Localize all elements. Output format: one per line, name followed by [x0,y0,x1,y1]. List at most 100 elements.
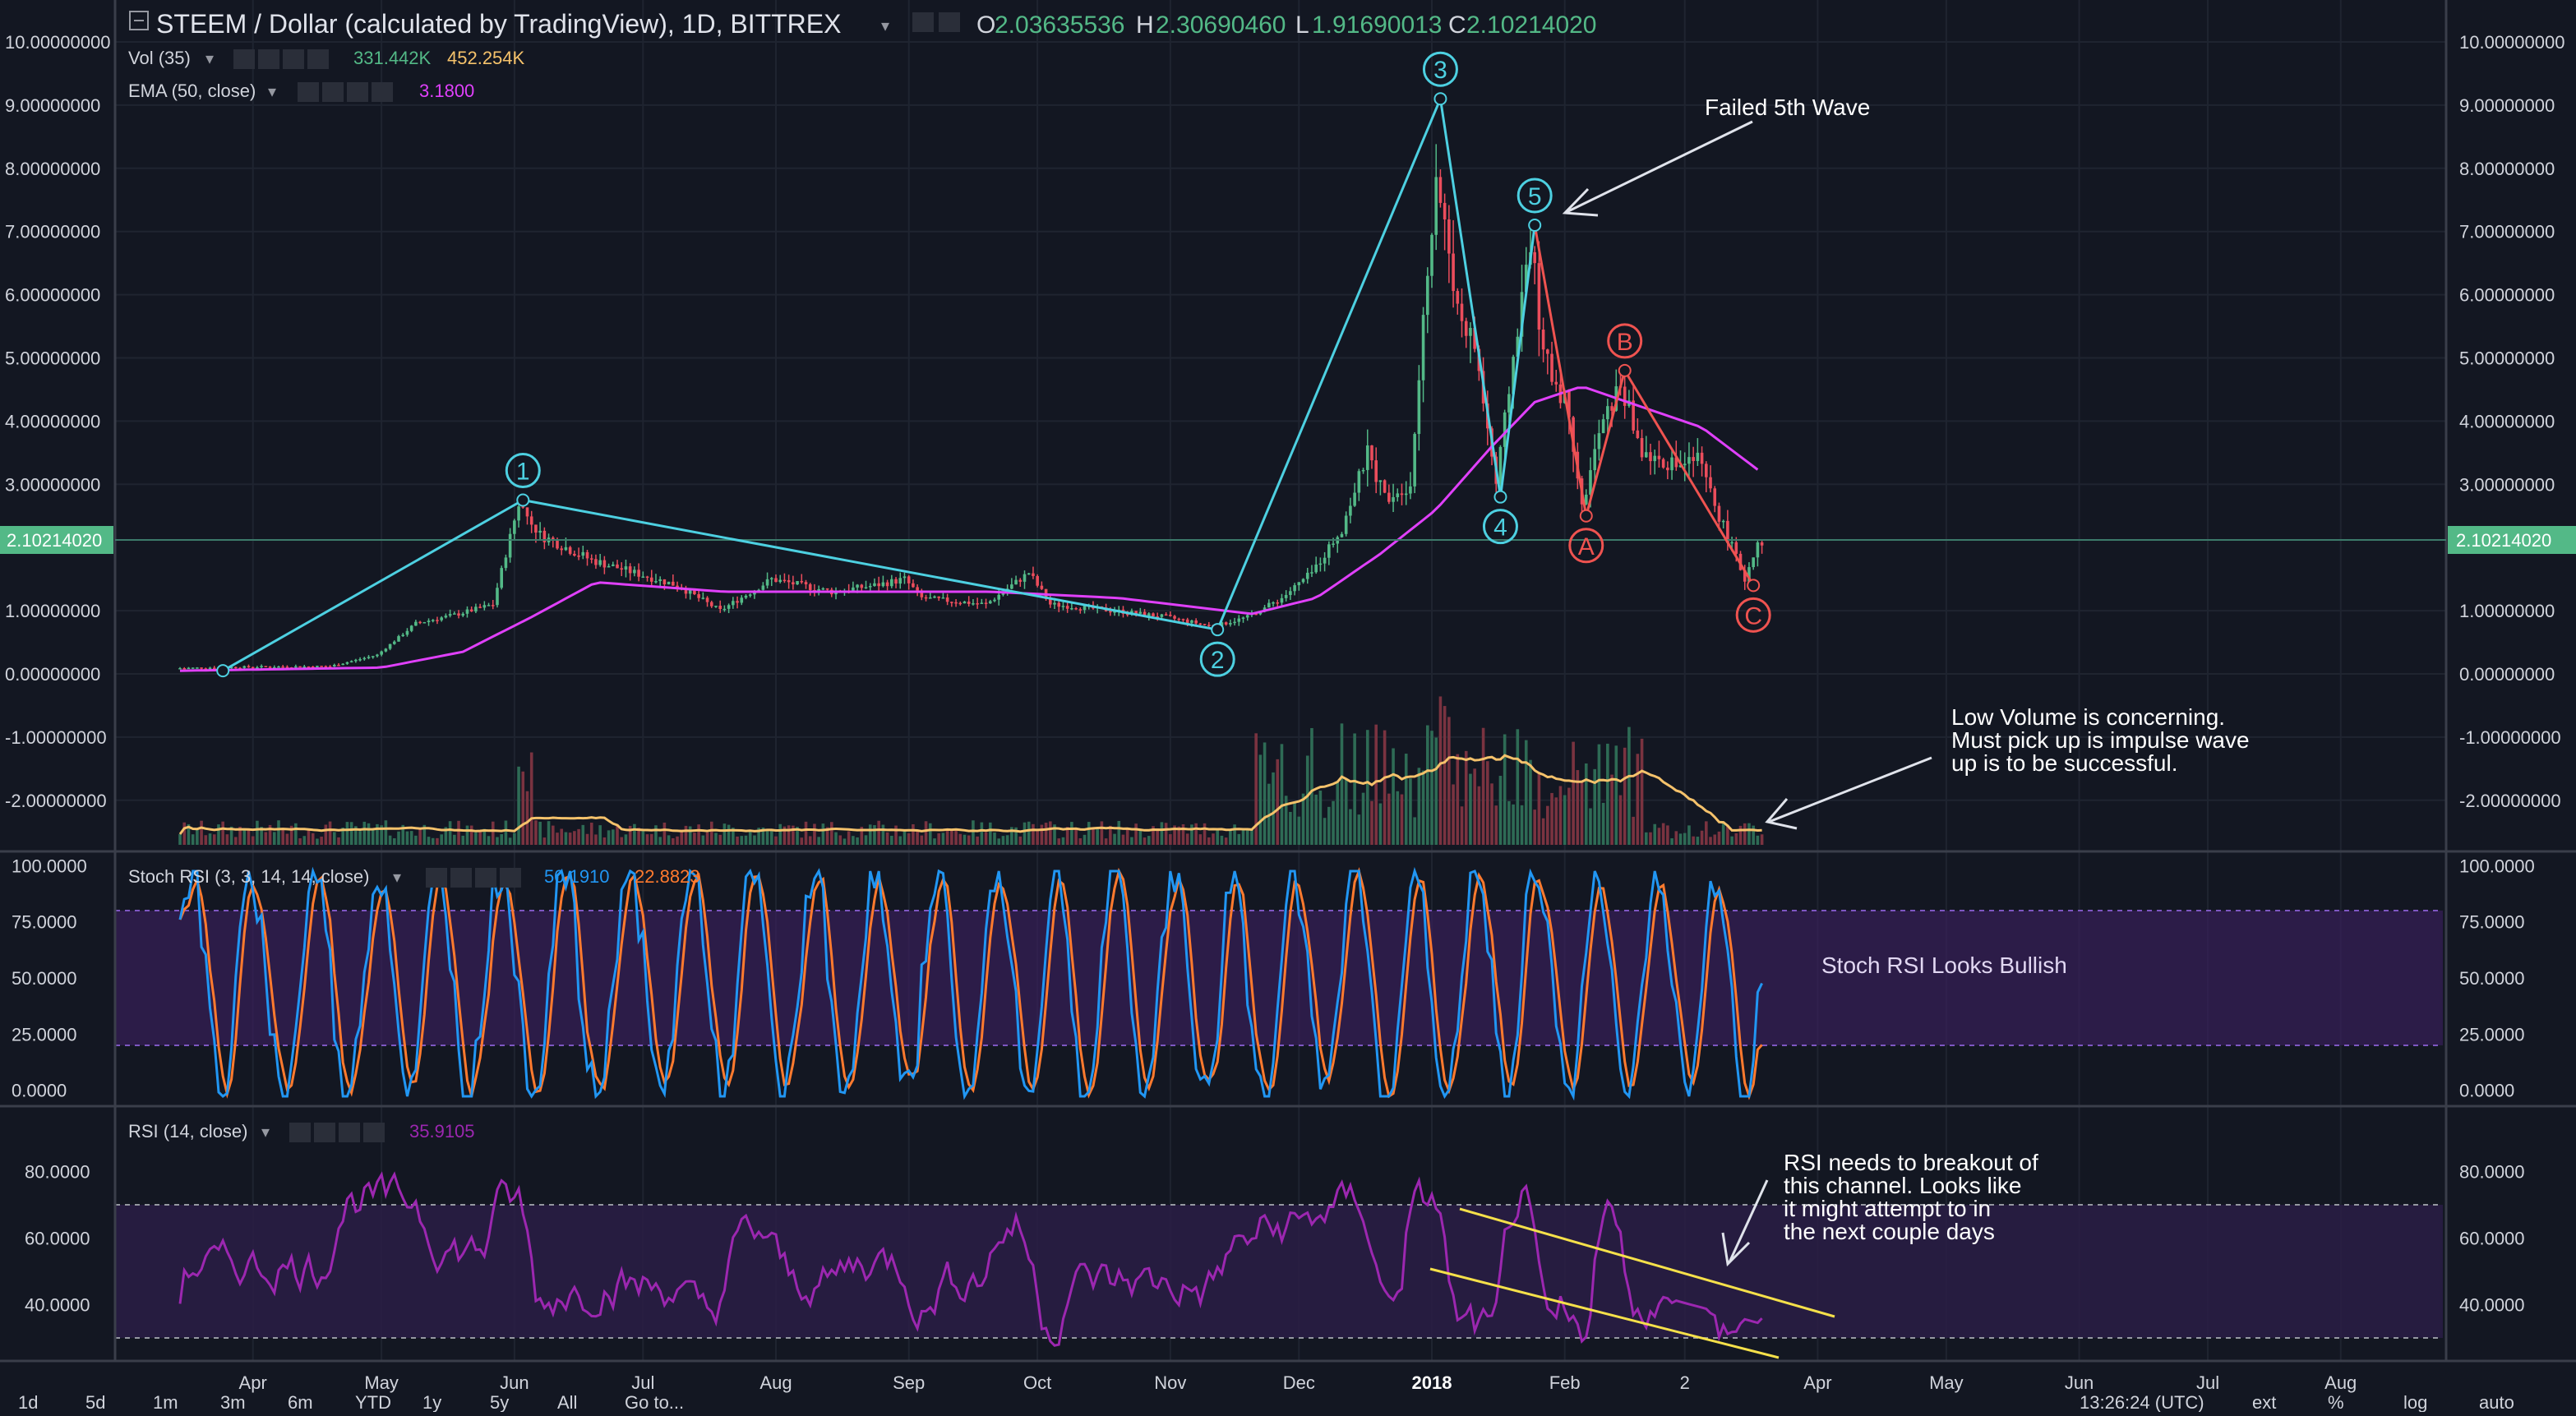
candle-body [508,533,512,558]
time-axis[interactable]: Apr May Jun Jul Aug Sep Oct Nov Dec 2018 Feb 2 Apr Ma… [239,1372,2357,1393]
volume-bar [1245,828,1249,845]
volume-bar [1409,778,1412,845]
candle-body [796,581,799,585]
gear-icon[interactable] [939,12,960,32]
volume-bar [1233,824,1236,845]
elliott-waves[interactable]: 1 2 3 4 5 A B C [216,51,1771,678]
rsi-chevron-icon[interactable]: ▾ [261,1123,270,1142]
volume-bar [1203,823,1207,845]
candle-body [984,602,988,604]
candle-body [581,551,585,556]
arrow-low-volume[interactable] [1765,756,1932,830]
vol-chevron-icon[interactable]: ▾ [205,50,214,68]
candle-body [1010,584,1013,589]
volume-bar [1572,741,1575,845]
candle-body [676,585,679,588]
range-button-5y[interactable]: 5y [490,1392,509,1413]
volume-bar [662,822,667,845]
ema-buttons[interactable] [298,82,393,102]
symbol-title[interactable]: STEEM / Dollar (calculated by TradingVie… [156,9,841,39]
candle-body [1692,457,1695,461]
price-axis-label-right: 8.00000000 [2459,159,2555,179]
volume-bar [1520,805,1524,845]
option-ext[interactable]: ext [2252,1392,2276,1413]
vol-buttons[interactable] [233,49,329,69]
stoch-chevron-icon[interactable]: ▾ [393,869,401,887]
candle-body [852,587,855,592]
range-button-1y[interactable]: 1y [422,1392,441,1413]
arrow-rsi-note[interactable] [1721,1179,1769,1267]
stoch-label[interactable]: Stoch RSI (3, 3, 14, 14, close) [128,866,369,887]
collapse-icon[interactable] [129,11,149,30]
svg-text:L: L [1295,12,1309,39]
annotation-rsi-note-4[interactable]: the next couple days [1784,1219,1995,1244]
volume-bar [229,826,233,845]
ema-chevron-icon[interactable]: ▾ [268,83,276,101]
candle-body [1378,480,1383,482]
candle-body [1409,486,1412,494]
candle-body [388,643,392,649]
annotation-rsi-note-1[interactable]: RSI needs to breakout of [1784,1150,2038,1175]
rsi-buttons[interactable] [289,1123,385,1142]
annotation-low-volume-1[interactable]: Low Volume is concerning. [1951,704,2225,730]
price-axis-right[interactable]: 10.00000000 9.00000000 8.00000000 7.0000000… [2459,32,2564,811]
annotation-failed-5th[interactable]: Failed 5th Wave [1705,95,1870,120]
range-button-3m[interactable]: 3m [220,1392,246,1413]
option-percent[interactable]: % [2328,1392,2344,1413]
candle-body [1593,449,1596,471]
range-button-ytd[interactable]: YTD [355,1392,391,1413]
range-button-1m[interactable]: 1m [153,1392,178,1413]
annotation-rsi-note-3[interactable]: it might attempt to in [1784,1196,1991,1221]
arrow-failed-5th[interactable] [1562,120,1753,217]
candle-body [1036,575,1039,586]
volume-bar [281,829,284,845]
current-price-tag-left: 2.10214020 [0,526,113,554]
range-button-goto[interactable]: Go to... [625,1392,684,1413]
range-button-all[interactable]: All [557,1392,577,1413]
volume-bar [1469,773,1472,845]
volume-bar [1147,836,1151,845]
annotation-low-volume-2[interactable]: Must pick up is impulse wave [1951,727,2250,753]
rsi-axis[interactable]: 80.0000 80.0000 60.0000 60.0000 40.0000 40.00… [25,1162,2525,1316]
candle-body [667,581,671,585]
price-axis-left[interactable]: 10.00000000 9.00000000 8.00000000 7.0000000… [5,32,110,811]
stoch-axis[interactable]: 100.0000 100.0000 75.0000 75.0000 50.0000 50.… [12,856,2535,1100]
range-button-6m[interactable]: 6m [288,1392,313,1413]
volume-bar [727,824,731,845]
volume-bar [491,821,495,845]
volume-bar [847,831,851,845]
rsi-channel-lower[interactable] [1429,1267,1780,1359]
stoch-buttons[interactable] [426,868,521,888]
volume-bar [830,822,833,845]
candle-body [1203,624,1207,625]
vol-label[interactable]: Vol (35) [128,48,191,68]
utc-clock[interactable]: 13:26:24 (UTC) [2080,1392,2204,1413]
range-button-1d[interactable]: 1d [18,1392,38,1413]
annotation-low-volume-3[interactable]: up is to be successful. [1951,750,2177,776]
rsi-channel-upper[interactable] [1459,1207,1835,1318]
range-button-5d[interactable]: 5d [85,1392,105,1413]
settings-icon[interactable] [912,12,934,32]
bottom-toolbar[interactable]: 1d 5d 1m 3m 6m YTD 1y 5y All Go to... 13:26:24 (UT… [18,1392,2514,1413]
candle-body [950,602,953,603]
annotation-stoch-note[interactable]: Stoch RSI Looks Bullish [1821,952,2067,978]
candle-body [1245,615,1249,618]
volume-bar [1683,833,1687,845]
option-log[interactable]: log [2403,1392,2427,1413]
volume-bar [1738,825,1743,845]
chevron-down-icon[interactable]: ▾ [881,17,889,35]
annotation-rsi-note-2[interactable]: this channel. Looks like [1784,1173,2022,1198]
option-auto[interactable]: auto [2479,1392,2514,1413]
candle-body [272,666,276,669]
rsi-label[interactable]: RSI (14, close) [128,1121,248,1142]
volume-bar [732,828,735,845]
volume-bar [804,821,808,845]
ema-label[interactable]: EMA (50, close) [128,81,256,101]
volume-bar [1657,828,1661,845]
candle-body [1649,452,1652,462]
candle-body [1083,606,1087,611]
rsi-band [115,1205,2443,1338]
volume-bar [393,838,396,845]
